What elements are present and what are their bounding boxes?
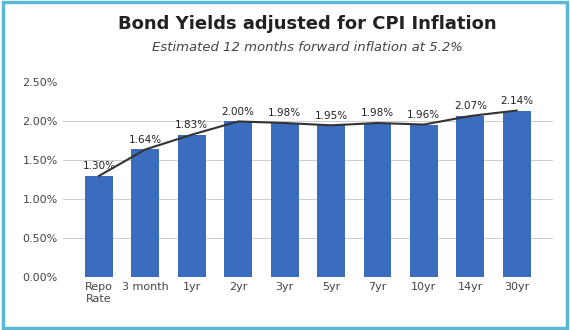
Text: 1.98%: 1.98% — [361, 108, 394, 118]
Text: 1.30%: 1.30% — [83, 161, 115, 171]
Bar — [271, 123, 299, 277]
Bar — [85, 176, 113, 277]
Bar — [503, 111, 531, 277]
Text: 2.00%: 2.00% — [222, 107, 255, 117]
Text: 1.64%: 1.64% — [129, 135, 162, 145]
Text: 2.14%: 2.14% — [500, 96, 534, 106]
Bar — [178, 135, 206, 277]
Bar — [457, 116, 484, 277]
Bar — [410, 124, 438, 277]
Text: 1.96%: 1.96% — [408, 110, 441, 120]
Bar — [317, 125, 345, 277]
Text: 1.95%: 1.95% — [315, 111, 348, 121]
Bar — [364, 123, 392, 277]
Text: Estimated 12 months forward inflation at 5.2%: Estimated 12 months forward inflation at… — [152, 41, 463, 54]
Text: Bond Yields adjusted for CPI Inflation: Bond Yields adjusted for CPI Inflation — [119, 15, 497, 33]
Text: 1.98%: 1.98% — [268, 108, 301, 118]
Bar — [224, 121, 252, 277]
Bar — [132, 149, 159, 277]
Text: 2.07%: 2.07% — [454, 101, 487, 111]
Text: 1.83%: 1.83% — [175, 120, 208, 130]
